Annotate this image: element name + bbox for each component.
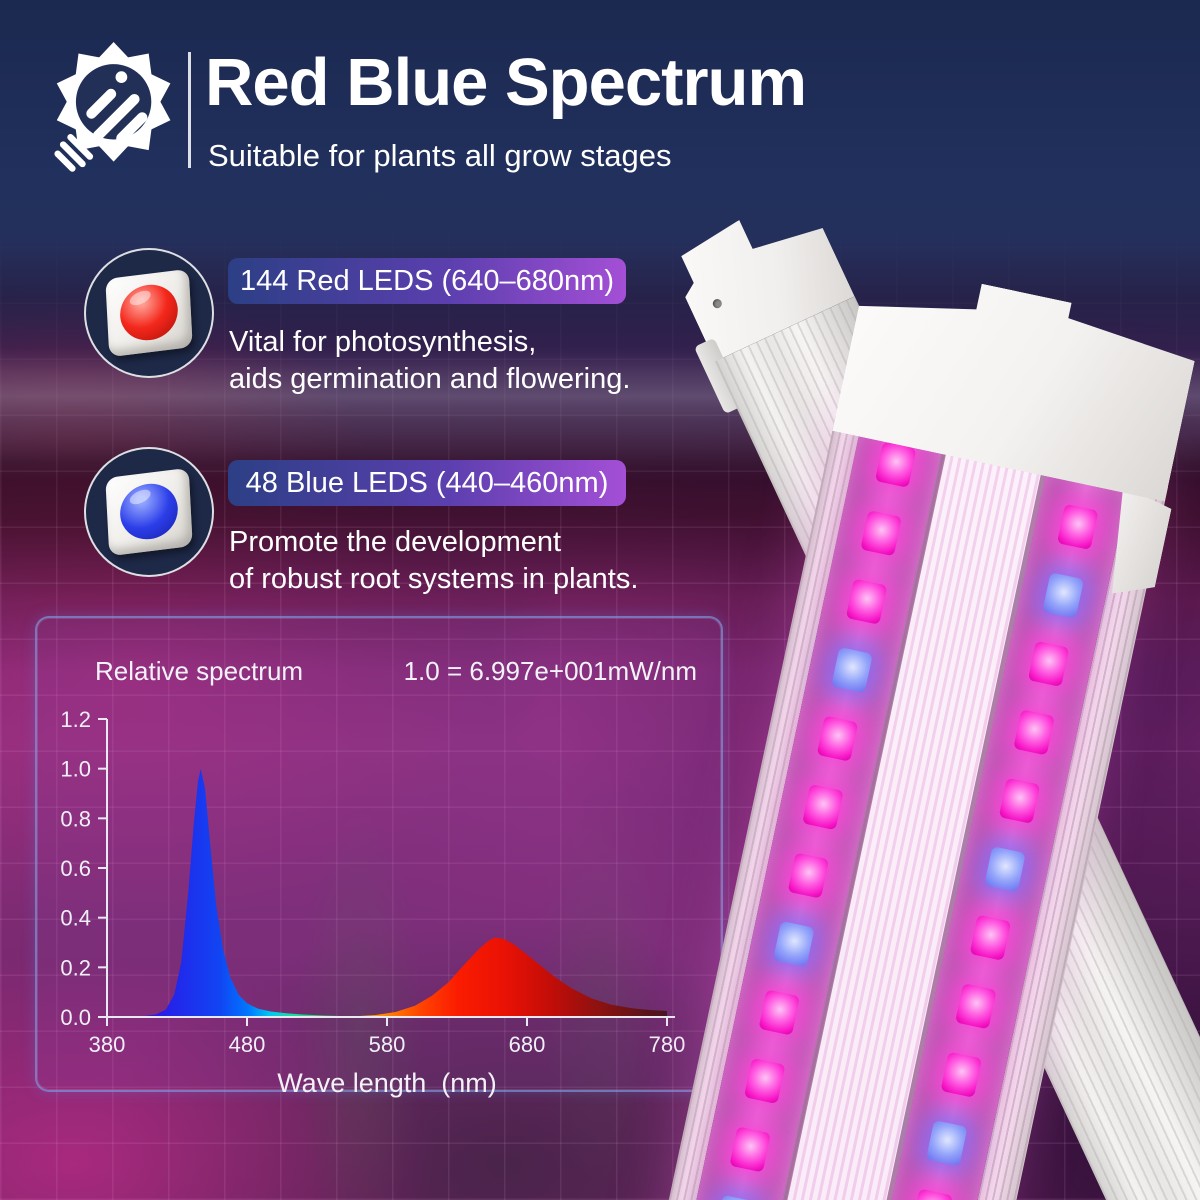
red-smd-led-chip xyxy=(105,268,193,358)
blue-led-chip xyxy=(1042,572,1084,619)
blue-led-chip xyxy=(773,920,815,968)
x-tick-label: 480 xyxy=(229,1032,266,1057)
blue-led-dome xyxy=(118,480,180,543)
blue-led-chip xyxy=(984,846,1026,893)
chart-title: Relative spectrum xyxy=(95,656,304,686)
red-led-chip xyxy=(969,914,1012,961)
y-tick-label: 1.0 xyxy=(60,757,91,782)
red-led-chip xyxy=(743,1057,786,1105)
red-led-chip xyxy=(874,441,917,488)
red-spectrum-curve xyxy=(352,937,667,1017)
y-tick-label: 0.6 xyxy=(60,856,91,881)
red-led-chip xyxy=(1027,640,1070,687)
spectrum-chart-panel: Relative spectrum 1.0 = 6.997e+001mW/nm xyxy=(35,616,723,1098)
red-led-chip xyxy=(729,1126,771,1173)
sun-bulb-icon xyxy=(54,42,171,172)
y-tick-label: 0.8 xyxy=(60,806,91,831)
x-tick-label: 380 xyxy=(89,1032,126,1057)
y-tick-label: 0.2 xyxy=(60,955,91,980)
blue-led-chip xyxy=(714,1194,757,1200)
red-leds-description: Vital for photosynthesis, aids germinati… xyxy=(229,324,630,398)
x-tick-label: 780 xyxy=(649,1032,686,1057)
blue-led-chip xyxy=(831,647,873,694)
blue-leds-description: Promote the development of robust root s… xyxy=(229,524,638,598)
x-tick-label: 680 xyxy=(509,1032,546,1057)
page-title: Red Blue Spectrum xyxy=(205,45,807,120)
blue-leds-description-line1: Promote the development xyxy=(229,526,562,558)
red-led-chip xyxy=(845,578,888,625)
x-tick-label: 580 xyxy=(369,1032,406,1057)
back-bar-cap-hole xyxy=(711,298,723,310)
blue-smd-led-chip xyxy=(105,467,193,557)
red-led-chip xyxy=(758,989,801,1036)
red-leds-count-badge: 144 Red LEDS (640–680nm) xyxy=(228,258,626,304)
y-tick-label: 0.4 xyxy=(60,906,91,931)
blue-led-chip-badge xyxy=(84,447,214,577)
y-tick-label: 1.2 xyxy=(60,707,91,732)
red-led-chip-badge xyxy=(84,248,214,378)
red-led-chip xyxy=(1013,709,1055,756)
x-axis-label: Wave length (nm) xyxy=(277,1068,497,1098)
page-subtitle: Suitable for plants all grow stages xyxy=(208,138,672,173)
red-leds-description-line2: aids germination and flowering. xyxy=(229,363,631,395)
red-led-chip xyxy=(860,510,902,557)
y-tick-label: 0.0 xyxy=(60,1005,91,1030)
red-led-chip xyxy=(940,1051,983,1098)
red-led-chip xyxy=(911,1188,953,1200)
spectrum-chart: 0.0 0.2 0.4 0.6 0.8 1.0 1.2 380 480 580 680 780 Wave… xyxy=(60,707,686,1098)
red-led-chip xyxy=(787,852,830,899)
red-led-chip xyxy=(816,715,859,762)
header-divider xyxy=(188,52,191,168)
red-led-chip xyxy=(998,777,1041,824)
blue-leds-description-line2: of robust root systems in plants. xyxy=(229,563,639,595)
red-led-dome xyxy=(118,281,180,344)
red-led-chip xyxy=(1056,503,1099,551)
blue-led-chip xyxy=(925,1120,968,1167)
red-led-chip xyxy=(802,783,844,831)
chart-scale-note: 1.0 = 6.997e+001mW/nm xyxy=(403,656,697,686)
blue-spectrum-curve xyxy=(107,768,359,1017)
red-leds-description-line1: Vital for photosynthesis, xyxy=(229,326,537,358)
red-led-chip xyxy=(955,983,997,1030)
blue-leds-count-badge: 48 Blue LEDS (440–460nm) xyxy=(228,460,626,506)
